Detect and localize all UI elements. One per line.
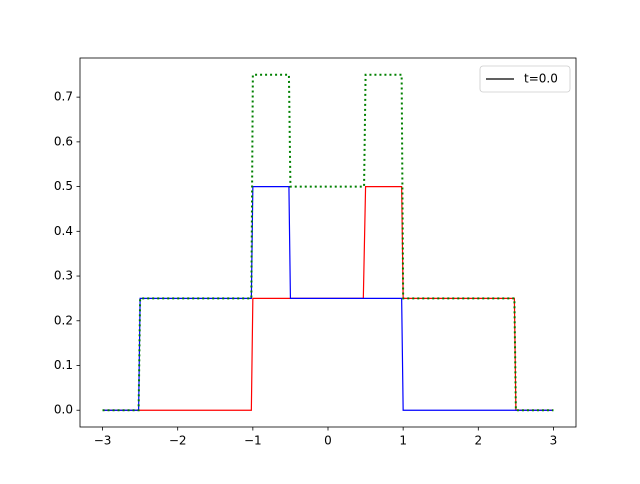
data-line xyxy=(102,73,554,412)
y-tick-label: 0.7 xyxy=(54,90,73,104)
x-tick-label: 0 xyxy=(324,434,332,448)
y-tick-label: 0.0 xyxy=(54,403,73,417)
y-tick-label: 0.3 xyxy=(54,269,73,283)
x-tick-label: −3 xyxy=(94,434,112,448)
x-tick-label: −2 xyxy=(169,434,187,448)
x-tick-label: −1 xyxy=(244,434,262,448)
x-tick-label: 1 xyxy=(399,434,407,448)
legend-box xyxy=(479,65,571,93)
data-line xyxy=(102,185,554,411)
x-tick-label: 2 xyxy=(474,434,482,448)
y-tick-label: 0.1 xyxy=(54,358,73,372)
legend-label: t=0.0 xyxy=(524,72,558,86)
y-tick-label: 0.6 xyxy=(54,134,73,148)
y-tick-label: 0.4 xyxy=(54,224,73,238)
y-tick-label: 0.2 xyxy=(54,313,73,327)
y-tick-label: 0.5 xyxy=(54,179,73,193)
x-tick-label: 3 xyxy=(550,434,558,448)
